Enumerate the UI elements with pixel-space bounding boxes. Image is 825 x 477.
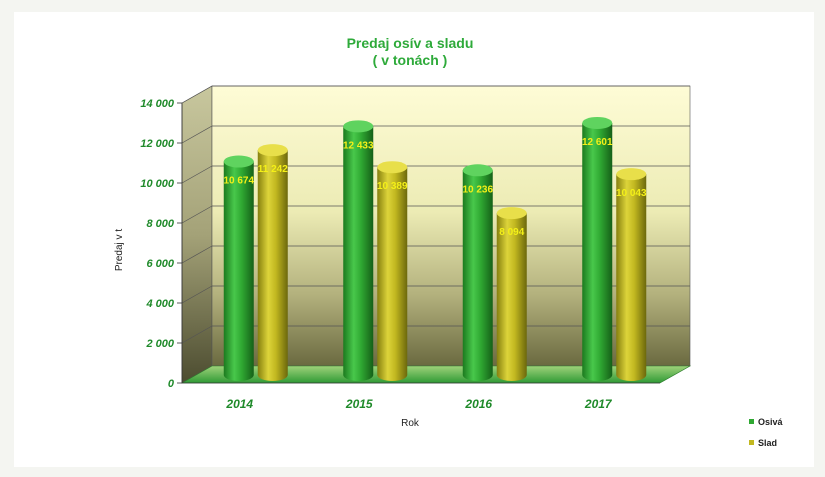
bar-top (582, 116, 613, 129)
chart-frame: Predaj osív a sladu ( v tonách ) 0 2 000 4… (14, 12, 814, 467)
y-tick-label: 0 (168, 378, 175, 390)
data-label: 10 389 (377, 181, 408, 192)
bar-osiva: 10 236 (462, 164, 493, 381)
x-tick-label: 2015 (345, 397, 373, 411)
bar-slad: 10 043 (616, 168, 647, 381)
gridline-side (181, 85, 213, 104)
bar-top (496, 207, 527, 220)
bar-body (496, 213, 527, 381)
x-tick-label: 2014 (225, 397, 253, 411)
bar-top (377, 161, 408, 174)
gridline-side (181, 125, 213, 144)
data-label: 11 242 (258, 164, 288, 175)
bars: 10 674 11 242 12 433 10 389 10 236 8 094 12 60… (223, 116, 647, 381)
bar-body (343, 126, 374, 381)
x-axis-ticks: 2014 2015 2016 2017 (225, 397, 613, 411)
bar-body (377, 167, 408, 381)
bar-osiva: 10 674 (223, 155, 254, 381)
bar-top (257, 144, 288, 157)
y-tick-label: 14 000 (140, 98, 175, 110)
chart-subtitle: ( v tonách ) (373, 52, 448, 68)
bar-slad: 11 242 (258, 144, 288, 381)
y-tick-label: 2 000 (145, 338, 174, 350)
legend-label: Slad (758, 438, 777, 448)
x-axis-title: Rok (401, 418, 420, 429)
y-tick-label: 6 000 (146, 258, 174, 270)
bar-slad: 10 389 (377, 161, 408, 381)
data-label: 12 601 (582, 137, 613, 148)
legend: Osivá Slad (749, 417, 784, 448)
data-label: 10 043 (616, 188, 647, 199)
data-label: 10 236 (462, 184, 493, 195)
y-tick-label: 4 000 (145, 298, 174, 310)
bar-top (223, 155, 254, 168)
y-axis-title: Predaj v t (114, 229, 125, 271)
data-label: 10 674 (223, 176, 254, 187)
gridline-side (181, 325, 213, 344)
bar-body (257, 150, 288, 381)
bar-chart: Predaj osív a sladu ( v tonách ) 0 2 000 4… (114, 35, 784, 448)
bar-osiva: 12 601 (582, 116, 613, 381)
bar-body (582, 122, 613, 381)
y-tick-label: 10 000 (140, 178, 175, 190)
data-label: 8 094 (499, 227, 524, 238)
bar-slad: 8 094 (496, 207, 527, 381)
y-tick-label: 12 000 (140, 138, 175, 150)
chart-title: Predaj osív a sladu (347, 35, 474, 51)
bar-body (462, 170, 493, 381)
x-tick-label: 2016 (464, 397, 492, 411)
y-axis-ticks: 0 2 000 4 000 6 000 8 000 10 000 12 000 14 000 (140, 98, 660, 390)
legend-label: Osivá (758, 417, 784, 427)
bar-body (616, 174, 647, 381)
legend-swatch (749, 440, 754, 445)
x-tick-label: 2017 (584, 397, 613, 411)
gridline-side (181, 205, 213, 224)
bar-top (462, 164, 493, 177)
gridline-side (181, 285, 213, 304)
bar-top (343, 120, 374, 133)
y-tick-label: 8 000 (146, 218, 174, 230)
bar-osiva: 12 433 (343, 120, 374, 381)
data-label: 12 433 (343, 140, 374, 151)
gridline-side (181, 165, 213, 184)
bar-body (223, 161, 254, 381)
legend-swatch (749, 419, 754, 424)
side-wall (181, 85, 213, 384)
gridline-side (181, 245, 213, 264)
bar-top (616, 168, 647, 181)
